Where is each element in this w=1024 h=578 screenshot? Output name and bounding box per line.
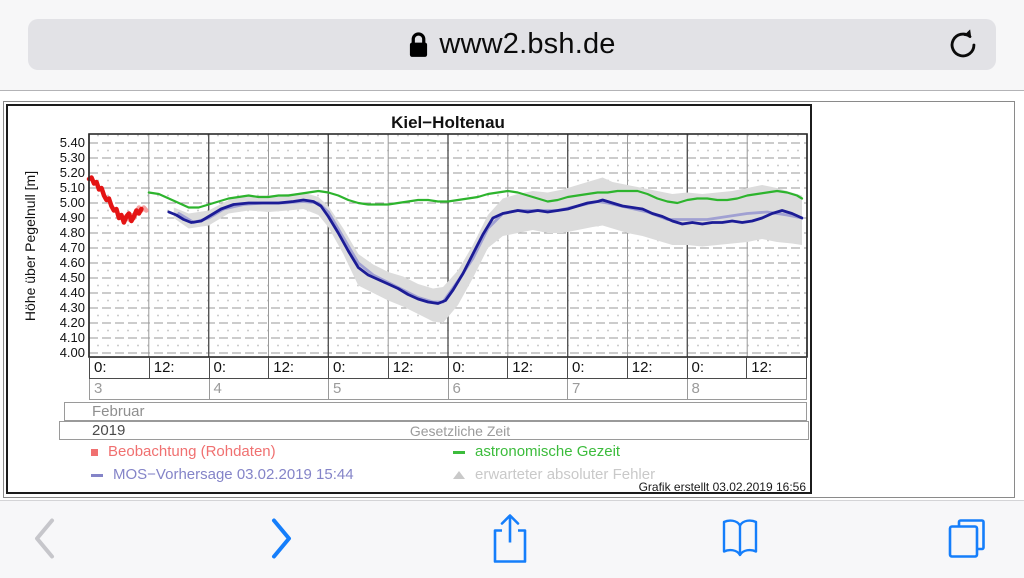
legend-marker-dash (453, 450, 465, 454)
y-tick-label: 4.20 (59, 315, 85, 330)
book-icon (716, 518, 764, 563)
y-tick-label: 4.50 (59, 270, 85, 285)
time-tick-label: 12: (507, 358, 567, 378)
y-tick-label: 5.40 (59, 135, 85, 150)
legend-label: astronomische Gezeit (475, 443, 621, 460)
share-button[interactable] (488, 511, 532, 568)
y-axis-label: Höhe über Pegelnull [m] (22, 170, 38, 322)
day-label: 4 (208, 379, 329, 399)
time-tick-label: 0: (328, 358, 388, 378)
legend-item-mos-vorhersage: MOS−Vorhersage 03.02.2019 15:44 (91, 466, 354, 483)
time-tick-label: 12: (148, 358, 209, 378)
legend-item-fehler: erwarteter absoluter Fehler (453, 466, 655, 483)
legend-marker-square (91, 448, 98, 456)
chart-title: Kiel−Holtenau (391, 113, 505, 132)
time-tick-label: 12: (626, 358, 687, 378)
address-field[interactable]: www2.bsh.de (28, 19, 996, 70)
time-tick-label: 0: (208, 358, 269, 378)
forward-button[interactable] (266, 515, 296, 564)
tabs-button[interactable] (944, 515, 990, 564)
y-tick-label: 5.10 (59, 180, 85, 195)
legend-marker-triangle (453, 471, 465, 480)
y-tick-label: 4.70 (59, 240, 85, 255)
legend-label: erwarteter absoluter Fehler (475, 466, 656, 483)
web-page-frame: Kiel−Holtenau Höhe über Pegelnull [m] 5.… (3, 101, 1015, 498)
legend-label: MOS−Vorhersage 03.02.2019 15:44 (113, 466, 354, 483)
legend-marker-dash (91, 473, 103, 477)
day-label: 5 (328, 379, 448, 399)
y-tick-label: 5.30 (59, 150, 85, 165)
chevron-left-icon (30, 518, 60, 564)
time-tick-label: 12: (268, 358, 328, 378)
y-tick-label: 4.80 (59, 225, 85, 240)
time-tick-label: 12: (387, 358, 448, 378)
y-tick-label: 4.10 (59, 330, 85, 345)
y-tick-label: 4.60 (59, 255, 85, 270)
share-icon (488, 513, 532, 568)
timezone-label: Gesetzliche Zeit (409, 423, 511, 439)
month-label: Februar (92, 403, 145, 420)
x-axis-year-row: 2019 Gesetzliche Zeit (59, 421, 809, 440)
tide-gauge-chart: Kiel−Holtenau Höhe über Pegelnull [m] 5.… (6, 104, 812, 494)
day-label: 3 (94, 380, 103, 397)
lock-icon (408, 30, 429, 59)
day-label: 8 (686, 379, 807, 399)
time-tick-label: 0: (94, 359, 107, 376)
time-tick-label: 0: (686, 358, 747, 378)
bookmarks-button[interactable] (716, 516, 764, 563)
legend-item-astro-gezeit: astronomische Gezeit (453, 443, 620, 460)
y-tick-label: 4.40 (59, 285, 85, 300)
browser-bottom-toolbar (0, 500, 1024, 578)
day-label: 6 (447, 379, 568, 399)
x-axis-time-row: 0: 12: 0: 12: 0: 12: 0: 12: 0: 12: 0: 12: (89, 357, 807, 379)
day-label: 7 (567, 379, 687, 399)
y-tick-label: 4.90 (59, 210, 85, 225)
url-text: www2.bsh.de (439, 28, 616, 60)
tabs-icon (944, 518, 990, 564)
legend-item-beobachtung: Beobachtung (Rohdaten) (91, 443, 276, 460)
chart-created-timestamp: Grafik erstellt 03.02.2019 16:56 (638, 480, 806, 494)
time-tick-label: 12: (746, 358, 806, 378)
year-label: 2019 (92, 422, 126, 439)
y-tick-label: 5.20 (59, 165, 85, 180)
y-tick-label: 4.30 (59, 300, 85, 315)
time-tick-label: 0: (447, 358, 508, 378)
y-tick-label: 4.00 (59, 345, 85, 360)
back-button[interactable] (30, 515, 60, 564)
plot-area (89, 134, 807, 357)
x-axis-month-row: Februar (64, 402, 807, 421)
browser-url-bar: www2.bsh.de (0, 0, 1024, 91)
legend-label: Beobachtung (Rohdaten) (108, 443, 276, 460)
time-tick-label: 0: (567, 358, 627, 378)
reload-icon[interactable] (944, 26, 982, 64)
y-tick-label: 5.00 (59, 195, 85, 210)
chevron-right-icon (266, 518, 296, 564)
